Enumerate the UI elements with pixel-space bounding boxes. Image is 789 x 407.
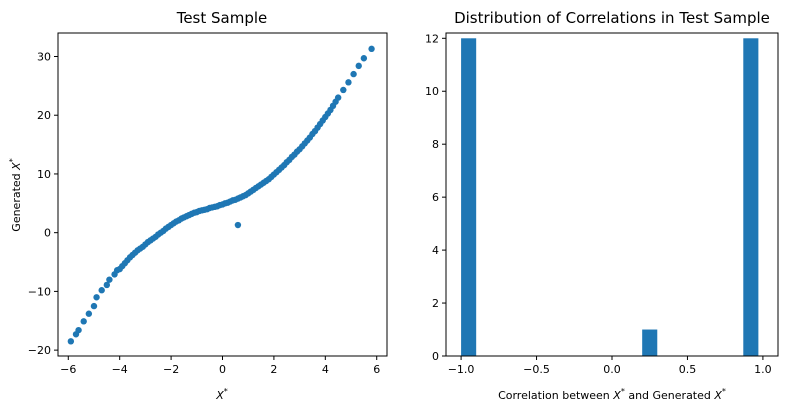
scatter-x-label: X*: [215, 387, 228, 402]
scatter-y-tick-label: 30: [37, 50, 51, 63]
histogram-x-tick-label: 1.0: [754, 363, 772, 376]
histogram-x-tick-label: −0.5: [523, 363, 550, 376]
histogram-y-tick-label: 10: [425, 85, 439, 98]
histogram-bar: [461, 38, 477, 357]
scatter-point: [93, 294, 100, 301]
histogram-bar: [743, 38, 759, 357]
histogram-bar: [642, 329, 658, 356]
scatter-point: [80, 318, 87, 325]
scatter-y-tick-label: −10: [28, 285, 51, 298]
histogram-y-tick-label: 0: [432, 350, 439, 363]
scatter-point: [350, 70, 357, 78]
scatter-point: [334, 94, 342, 101]
scatter-point: [345, 79, 352, 86]
histogram-bars: [461, 38, 759, 357]
scatter-y-tick-label: −20: [28, 344, 51, 357]
histogram-x-tick-label: −1.0: [448, 363, 475, 376]
scatter-x-tick-label: −2: [163, 363, 179, 376]
scatter-y-ticks: −20 −10 0 10 20 30: [28, 50, 58, 357]
scatter-x-tick-label: 0: [219, 363, 226, 376]
scatter-title: Test Sample: [176, 9, 268, 27]
scatter-x-tick-label: −4: [112, 363, 128, 376]
histogram-x-label: Correlation between X* and Generated X*: [498, 387, 726, 402]
histogram-y-ticks: 0 2 4 6 8 10 12: [425, 32, 446, 363]
scatter-point: [368, 45, 375, 53]
histogram-title: Distribution of Correlations in Test Sam…: [454, 9, 770, 27]
scatter-y-tick-label: 20: [37, 109, 51, 122]
histogram-panel: Distribution of Correlations in Test Sam…: [425, 9, 779, 402]
scatter-point: [67, 338, 75, 345]
scatter-x-tick-label: −6: [60, 363, 76, 376]
scatter-x-ticks: −6 −4 −2 0 2 4 6: [60, 356, 380, 376]
scatter-point: [340, 86, 347, 94]
scatter-y-tick-label: 10: [37, 168, 51, 181]
histogram-y-tick-label: 12: [425, 32, 439, 45]
scatter-x-tick-label: 4: [322, 363, 329, 376]
histogram-axes-frame: [445, 32, 779, 357]
scatter-axes-frame: [57, 32, 388, 357]
histogram-x-tick-label: 0.0: [603, 363, 621, 376]
scatter-y-label: Generated X*: [8, 158, 23, 231]
scatter-point: [85, 310, 93, 317]
scatter-x-tick-label: 6: [373, 363, 380, 376]
histogram-y-tick-label: 4: [432, 244, 439, 257]
scatter-point: [355, 62, 362, 70]
scatter-point: [90, 302, 98, 310]
histogram-y-tick-label: 2: [432, 297, 439, 310]
histogram-y-tick-label: 8: [432, 138, 439, 151]
scatter-point: [360, 55, 368, 62]
histogram-x-tick-label: 0.5: [679, 363, 697, 376]
scatter-y-tick-label: 0: [44, 227, 51, 240]
histogram-y-tick-label: 6: [432, 191, 439, 204]
scatter-point: [106, 276, 113, 283]
scatter-point: [234, 221, 242, 229]
scatter-point: [98, 287, 105, 294]
scatter-point: [103, 281, 111, 289]
scatter-points: [67, 45, 375, 345]
scatter-x-tick-label: 2: [270, 363, 277, 376]
scatter-point: [75, 326, 82, 334]
histogram-x-ticks: −1.0 −0.5 0.0 0.5 1.0: [448, 356, 772, 376]
